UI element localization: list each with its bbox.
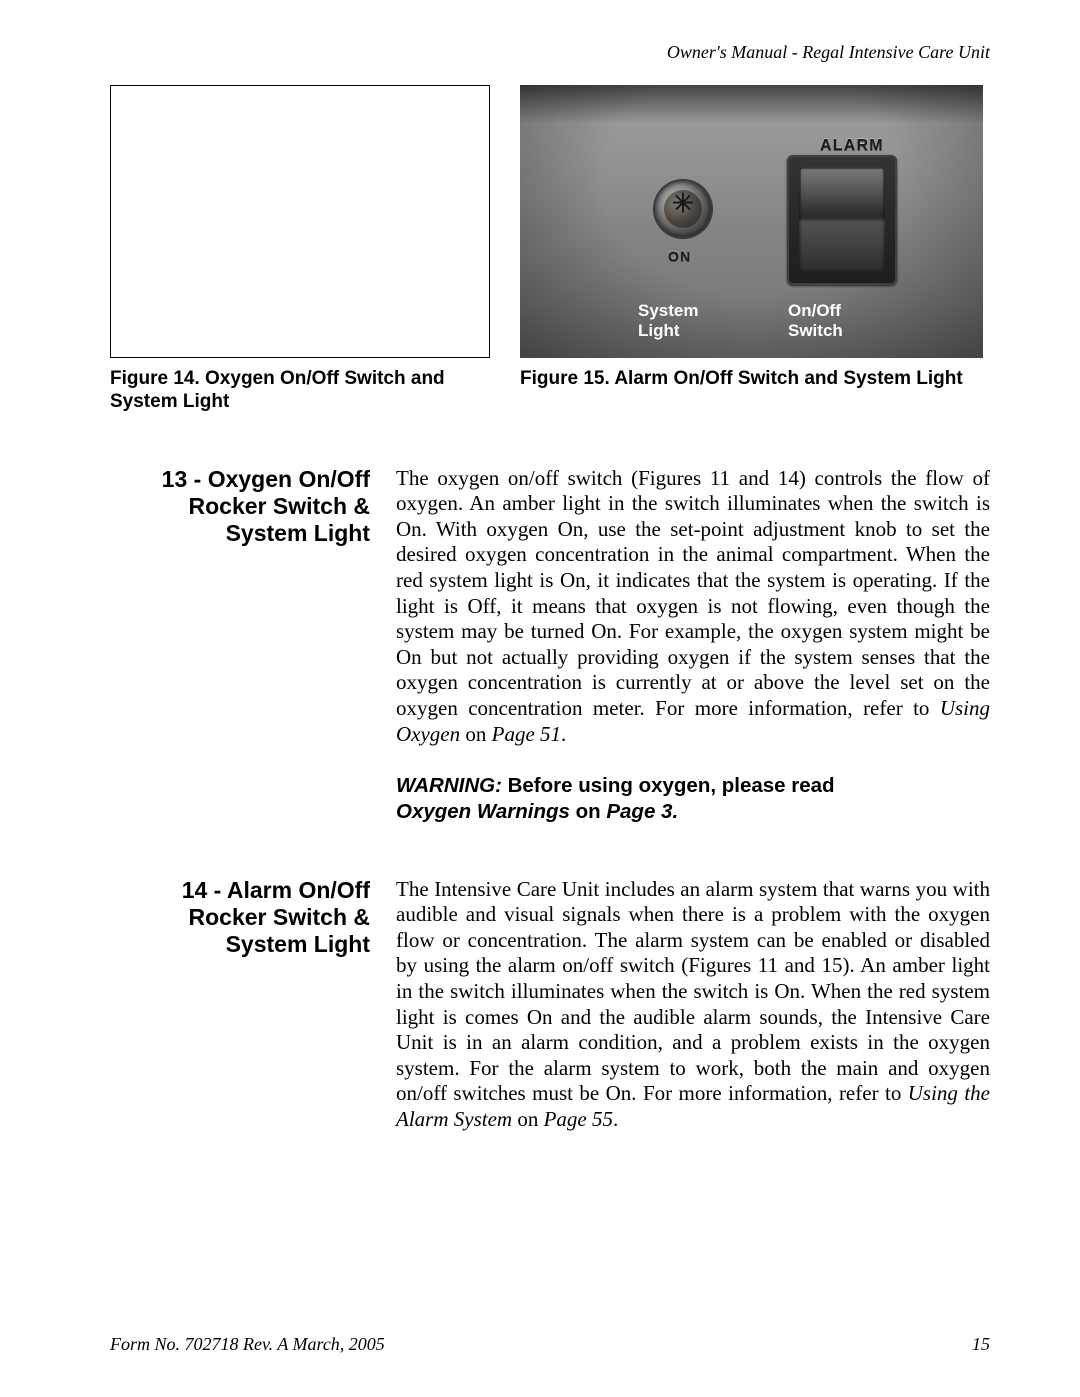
figure-14: Figure 14. Oxygen On/Off Switch and Syst… — [110, 85, 490, 414]
section-14-on: on — [512, 1107, 544, 1131]
figure-15-image: ALARM ON — [520, 85, 983, 358]
section-14-text: The Intensive Care Unit includes an alar… — [396, 877, 990, 1106]
footer-page-number: 15 — [972, 1334, 990, 1355]
section-13-warning: WARNING: Before using oxygen, please rea… — [396, 773, 990, 824]
section-13-on: on — [460, 722, 492, 746]
warning-text: Before using oxygen, please read — [502, 774, 835, 797]
section-14: 14 - Alarm On/Off Rocker Switch & System… — [110, 877, 990, 1133]
page: Owner's Manual - Regal Intensive Care Un… — [0, 0, 1080, 1397]
section-14-heading: 14 - Alarm On/Off Rocker Switch & System… — [110, 877, 370, 1133]
rocker-switch-icon — [787, 155, 897, 285]
section-13-text: The oxygen on/off switch (Figures 11 and… — [396, 466, 990, 720]
figure-15-caption: Figure 15. Alarm On/Off Switch and Syste… — [520, 368, 983, 391]
engraved-on: ON — [668, 248, 691, 264]
section-14-heading-l1: 14 - Alarm On/Off — [110, 877, 370, 904]
warning-label: WARNING: — [396, 774, 502, 797]
section-14-heading-l2: Rocker Switch & — [110, 904, 370, 931]
overlay-switch: Switch — [788, 321, 843, 341]
figures-row: Figure 14. Oxygen On/Off Switch and Syst… — [110, 85, 990, 414]
section-13-heading: 13 - Oxygen On/Off Rocker Switch & Syste… — [110, 466, 370, 825]
section-14-body: The Intensive Care Unit includes an alar… — [396, 877, 990, 1133]
overlay-system: System — [638, 301, 698, 321]
page-header: Owner's Manual - Regal Intensive Care Un… — [667, 42, 990, 63]
section-13-heading-l3: System Light — [110, 520, 370, 547]
section-13-body: The oxygen on/off switch (Figures 11 and… — [396, 466, 990, 825]
system-light-icon — [655, 181, 711, 237]
overlay-onoff: On/Off — [788, 301, 841, 321]
section-13-page: Page 51 — [492, 722, 561, 746]
section-14-page: Page 55 — [544, 1107, 613, 1131]
section-13-end: . — [561, 722, 566, 746]
section-13-heading-l2: Rocker Switch & — [110, 493, 370, 520]
page-footer: Form No. 702718 Rev. A March, 2005 15 — [110, 1334, 990, 1355]
section-13: 13 - Oxygen On/Off Rocker Switch & Syste… — [110, 466, 990, 825]
section-14-end: . — [613, 1107, 618, 1131]
section-13-heading-l1: 13 - Oxygen On/Off — [110, 466, 370, 493]
warning-page: Page 3. — [606, 800, 678, 823]
warning-ref: Oxygen Warnings — [396, 800, 570, 823]
warning-on: on — [570, 800, 606, 823]
figure-14-caption: Figure 14. Oxygen On/Off Switch and Syst… — [110, 368, 490, 414]
engraved-alarm: ALARM — [820, 137, 884, 155]
section-14-heading-l3: System Light — [110, 931, 370, 958]
footer-form: Form No. 702718 Rev. A March, 2005 — [110, 1334, 385, 1355]
overlay-light: Light — [638, 321, 680, 341]
figure-14-image — [110, 85, 490, 358]
figure-15: ALARM ON — [520, 85, 983, 414]
